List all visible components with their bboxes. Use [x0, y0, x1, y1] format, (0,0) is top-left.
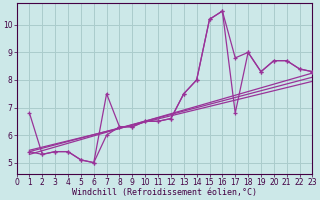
X-axis label: Windchill (Refroidissement éolien,°C): Windchill (Refroidissement éolien,°C)	[72, 188, 257, 197]
